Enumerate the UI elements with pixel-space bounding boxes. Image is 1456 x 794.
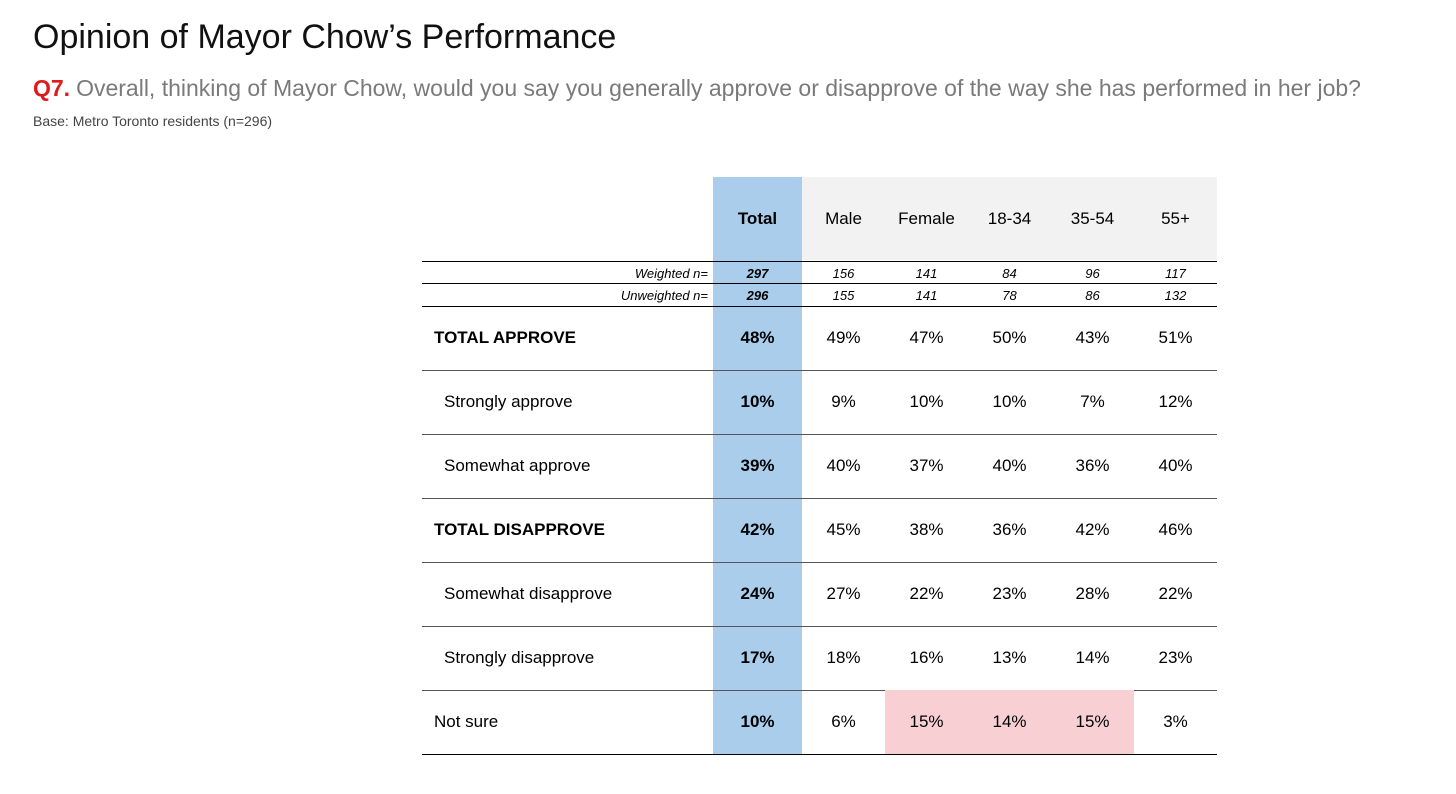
table-cell: 13% xyxy=(992,648,1027,667)
table-cell: 132 xyxy=(1164,287,1187,303)
table-cell: 3% xyxy=(1163,712,1188,731)
table-cell: 22% xyxy=(1158,584,1193,603)
table-cell: 49% xyxy=(826,328,861,347)
table-cell: 297 xyxy=(746,265,769,281)
table-cell: 48% xyxy=(740,328,775,347)
table-cell: 47% xyxy=(909,328,944,347)
table-row-somewhat-disapprove: Somewhat disapprove 24% 27% 22% 23% 28% … xyxy=(422,562,1217,627)
table-row-total-approve: TOTAL APPROVE 48% 49% 47% 50% 43% 51% xyxy=(422,306,1217,371)
header-background xyxy=(802,177,1217,260)
weighted-n-label: Weighted n= xyxy=(634,265,708,281)
table-cell: 141 xyxy=(915,265,938,281)
row-label: Weighted n= xyxy=(422,262,712,284)
table-cell: 51% xyxy=(1158,328,1193,347)
table-cell: 28% xyxy=(1075,584,1110,603)
row-label: TOTAL DISAPPROVE xyxy=(434,520,605,539)
table-cell: 141 xyxy=(915,287,938,303)
table-cell: 18% xyxy=(826,648,861,667)
table-cell-highlighted: 14% xyxy=(968,690,1051,754)
column-header-female: Female xyxy=(898,208,955,228)
row-label: Unweighted n= xyxy=(422,284,712,306)
table-cell-highlighted: 15% xyxy=(885,690,968,754)
unweighted-n-label: Unweighted n= xyxy=(620,287,708,303)
row-label: Strongly disapprove xyxy=(444,648,595,667)
unweighted-n-row: Unweighted n= 296 155 141 78 86 132 xyxy=(422,283,1217,307)
table-row-strongly-approve: Strongly approve 10% 9% 10% 10% 7% 12% xyxy=(422,370,1217,435)
column-header-18-34: 18-34 xyxy=(987,208,1032,228)
row-label: Strongly approve xyxy=(444,392,573,411)
table-cell: 23% xyxy=(992,584,1027,603)
table-cell: 12% xyxy=(1158,392,1193,411)
table-cell: 23% xyxy=(1158,648,1193,667)
table-row-total-disapprove: TOTAL DISAPPROVE 42% 45% 38% 36% 42% 46% xyxy=(422,498,1217,563)
table-cell: 45% xyxy=(826,520,861,539)
table-header-row: Total Male Female 18-34 35-54 55+ xyxy=(422,177,1217,260)
table-cell: 43% xyxy=(1075,328,1110,347)
column-header-male: Male xyxy=(825,208,862,228)
table-cell: 36% xyxy=(992,520,1027,539)
question-body: Overall, thinking of Mayor Chow, would y… xyxy=(76,75,1361,101)
question-text: Q7. Overall, thinking of Mayor Chow, woul… xyxy=(33,75,1361,102)
row-label: TOTAL APPROVE xyxy=(434,328,577,347)
table-cell: 96 xyxy=(1085,265,1100,281)
table-cell: 10% xyxy=(909,392,944,411)
table-cell: 40% xyxy=(1158,456,1193,475)
table-cell: 84 xyxy=(1002,265,1017,281)
column-header-35-54: 35-54 xyxy=(1070,208,1115,228)
row-label: Not sure xyxy=(434,712,499,731)
column-header-total: Total xyxy=(737,208,778,228)
table-cell-highlighted: 15% xyxy=(1051,690,1134,754)
table-cell: 155 xyxy=(832,287,855,303)
table-cell: 46% xyxy=(1158,520,1193,539)
total-column-highlight xyxy=(713,177,802,754)
row-label: Somewhat disapprove xyxy=(444,584,613,603)
table-cell: 117 xyxy=(1165,265,1186,281)
table-cell: 156 xyxy=(832,265,855,281)
base-note: Base: Metro Toronto residents (n=296) xyxy=(33,113,273,129)
table-cell: 10% xyxy=(740,392,775,411)
table-cell: 10% xyxy=(992,392,1027,411)
table-cell: 9% xyxy=(831,392,856,411)
table-cell: 16% xyxy=(909,648,944,667)
row-label: Somewhat approve xyxy=(444,456,591,475)
table-cell: 37% xyxy=(909,456,944,475)
table-cell: 86 xyxy=(1085,287,1100,303)
table-cell: 42% xyxy=(1075,520,1110,539)
table-row-strongly-disapprove: Strongly disapprove 17% 18% 16% 13% 14% … xyxy=(422,626,1217,691)
table-cell: 40% xyxy=(992,456,1027,475)
table-cell: 22% xyxy=(909,584,944,603)
table-cell: 296 xyxy=(746,287,769,303)
table-cell: 27% xyxy=(826,584,861,603)
question-number: Q7. xyxy=(33,75,71,101)
table-row-somewhat-approve: Somewhat approve 39% 40% 37% 40% 36% 40% xyxy=(422,434,1217,499)
table-cell: 78 xyxy=(1002,287,1017,303)
table-cell: 38% xyxy=(909,520,944,539)
table-cell: 14% xyxy=(1075,648,1110,667)
table-cell: 42% xyxy=(740,520,775,539)
weighted-n-row: Weighted n= 297 156 141 84 96 117 xyxy=(422,261,1217,284)
column-header-55-plus: 55+ xyxy=(1161,208,1190,228)
table-cell: 40% xyxy=(826,456,861,475)
table-cell: 24% xyxy=(740,584,775,603)
table-cell: 39% xyxy=(740,456,775,475)
table-cell: 36% xyxy=(1075,456,1110,475)
table-row-not-sure: Not sure 10% 6% 15% 14% 15% 3% xyxy=(422,690,1217,755)
table-cell: 7% xyxy=(1080,392,1105,411)
table-cell: 17% xyxy=(740,648,775,667)
table-cell: 50% xyxy=(992,328,1027,347)
table-cell: 6% xyxy=(831,712,856,731)
page-title: Opinion of Mayor Chow’s Performance xyxy=(33,18,617,56)
table-cell: 10% xyxy=(740,712,775,731)
